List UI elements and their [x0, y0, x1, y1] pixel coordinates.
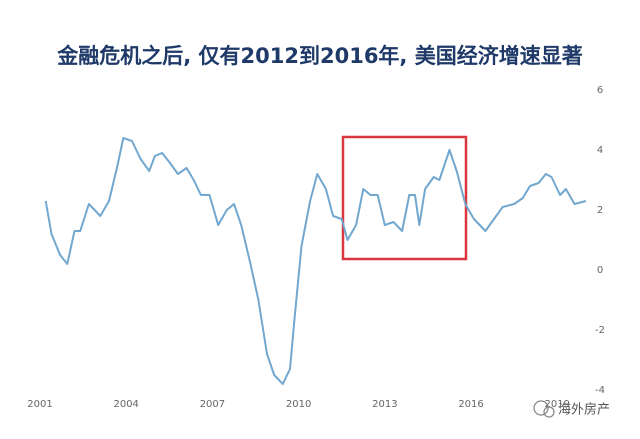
line	[44, 137, 587, 385]
chart-title: 金融危机之后, 仅有2012到2016年, 美国经济增速显著	[56, 44, 582, 68]
watermark-icon	[533, 400, 549, 416]
x-tick-label: 2016	[458, 399, 483, 410]
y-tick-label: -2	[595, 325, 605, 336]
y-tick-label: 2	[597, 205, 603, 216]
watermark-text: 海外房产	[558, 402, 610, 418]
x-tick-label: 2004	[113, 399, 138, 410]
x-tick-label: 2013	[372, 399, 397, 410]
watermark-icon	[543, 406, 555, 418]
x-tick-label: 2019	[545, 399, 570, 410]
highlight-box	[341, 135, 468, 261]
x-tick-label: 2007	[200, 399, 225, 410]
y-tick-label: -4	[595, 385, 605, 396]
x-tick-label: 2010	[286, 399, 311, 410]
y-tick-label: 4	[597, 145, 603, 156]
watermark: 海外房产	[533, 400, 610, 418]
y-tick-label: 0	[597, 265, 603, 276]
y-tick-label: 6	[597, 85, 603, 96]
x-tick-label: 2001	[27, 399, 52, 410]
